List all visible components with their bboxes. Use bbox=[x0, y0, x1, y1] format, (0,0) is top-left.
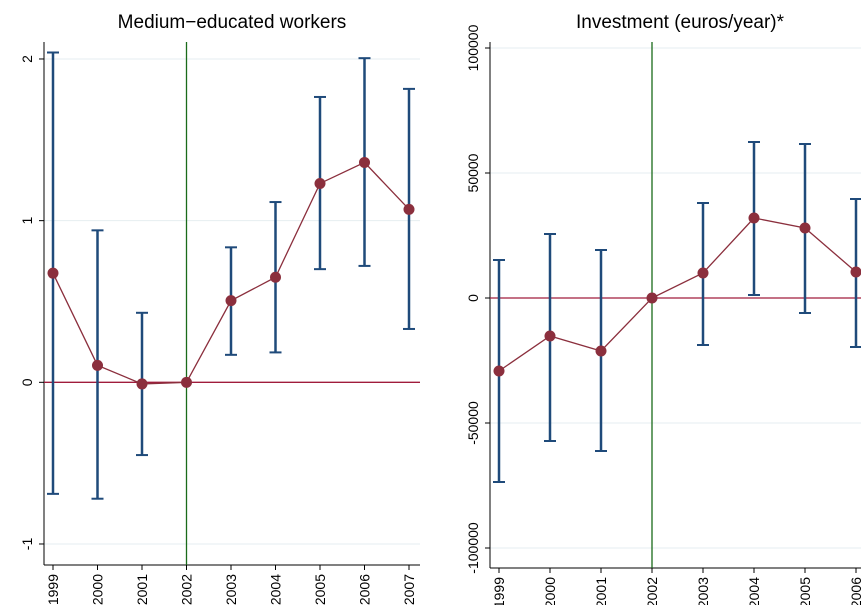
estimate-point bbox=[850, 266, 861, 278]
y-tick-label: -1 bbox=[19, 538, 35, 551]
estimate-point bbox=[225, 295, 237, 307]
x-tick-label: 2002 bbox=[179, 574, 195, 605]
x-tick-label: 2005 bbox=[312, 574, 328, 605]
x-tick-label: 2001 bbox=[593, 577, 609, 605]
y-tick-label: 2 bbox=[19, 55, 35, 63]
chart-title: Investment (euros/year)* bbox=[576, 12, 785, 33]
x-tick-label: 2005 bbox=[797, 577, 813, 605]
x-tick-label: 1999 bbox=[491, 577, 507, 605]
y-tick-label: 0 bbox=[465, 294, 481, 302]
estimate-point bbox=[136, 378, 148, 390]
x-tick-label: 2006 bbox=[357, 574, 373, 605]
y-tick-label: -50000 bbox=[465, 401, 481, 445]
estimate-point bbox=[314, 177, 326, 189]
estimate-point bbox=[181, 376, 192, 388]
y-tick-label: 1 bbox=[19, 217, 35, 225]
estimate-point bbox=[799, 222, 811, 234]
x-tick-label: 2003 bbox=[223, 574, 239, 605]
x-tick-label: 2001 bbox=[134, 574, 150, 605]
x-tick-label: 2000 bbox=[542, 577, 558, 605]
x-tick-label: 2000 bbox=[90, 574, 106, 605]
estimate-line bbox=[498, 217, 857, 372]
estimate-point bbox=[270, 271, 281, 283]
x-tick-label: 2002 bbox=[644, 577, 660, 605]
x-tick-label: 2006 bbox=[848, 577, 861, 605]
y-tick-label: 0 bbox=[19, 378, 35, 386]
estimate-point bbox=[697, 267, 709, 279]
y-tick-label: 50000 bbox=[465, 153, 481, 192]
chart-title: Medium−educated workers bbox=[118, 12, 347, 33]
estimate-point bbox=[359, 156, 370, 168]
y-tick-label: 100000 bbox=[465, 24, 481, 71]
estimate-point bbox=[544, 330, 556, 342]
estimate-point bbox=[748, 212, 760, 224]
estimate-point bbox=[595, 345, 607, 357]
estimate-point bbox=[403, 203, 415, 215]
y-tick-label: -100000 bbox=[465, 522, 481, 574]
x-tick-label: 2007 bbox=[401, 574, 417, 605]
x-tick-label: 2004 bbox=[746, 577, 762, 605]
estimate-point bbox=[493, 365, 505, 377]
estimate-point bbox=[646, 292, 658, 304]
x-tick-label: 1999 bbox=[45, 574, 61, 605]
x-tick-label: 2003 bbox=[695, 577, 711, 605]
estimate-point bbox=[47, 267, 59, 279]
estimate-point bbox=[92, 359, 103, 371]
x-tick-label: 2004 bbox=[268, 574, 284, 605]
